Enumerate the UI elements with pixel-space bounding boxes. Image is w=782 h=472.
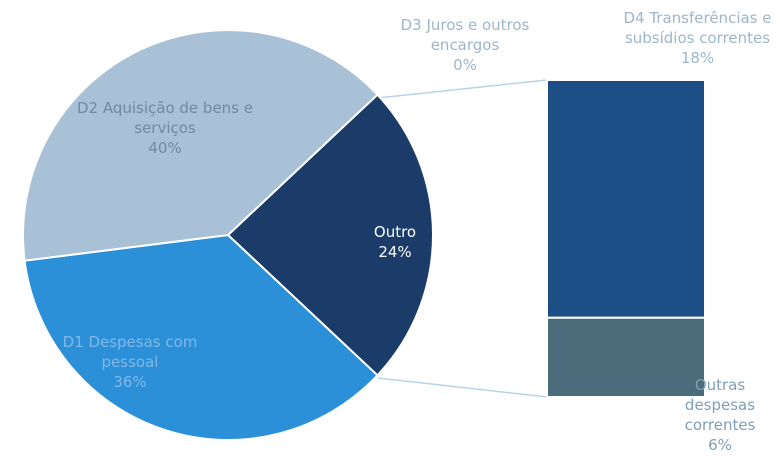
bar-segment xyxy=(546,316,706,398)
data-label: Outras despesas correntes 6% xyxy=(660,375,780,455)
value-label: 6% xyxy=(708,436,732,454)
bar-segment xyxy=(546,79,706,319)
category-label: D4 Transferências e subsídios correntes xyxy=(623,9,772,47)
value-label: 36% xyxy=(113,373,147,391)
value-label: 18% xyxy=(680,49,715,67)
value-label: 40% xyxy=(148,139,182,157)
pie-slice xyxy=(23,233,379,441)
category-label: D1 Despesas com pessoal xyxy=(62,333,198,371)
connector xyxy=(377,377,548,398)
value-label: 0% xyxy=(453,56,477,74)
category-label: D3 Juros e outros encargos xyxy=(400,16,530,54)
pie-slice xyxy=(22,29,379,262)
data-label: D4 Transferências e subsídios correntes 1… xyxy=(615,8,780,68)
category-label: Outro xyxy=(373,223,417,241)
category-label: Outras despesas correntes xyxy=(684,376,756,434)
category-label: D2 Aquisição de bens e serviços xyxy=(76,99,253,137)
pie-slice xyxy=(226,93,434,377)
data-label: D3 Juros e outros encargos 0% xyxy=(385,15,545,75)
data-label: D2 Aquisição de bens e serviços 40% xyxy=(75,98,255,158)
data-label: Outro 24% xyxy=(355,222,435,262)
value-label: 24% xyxy=(378,243,412,261)
connector xyxy=(377,79,548,99)
data-label: D1 Despesas com pessoal 36% xyxy=(55,332,205,392)
